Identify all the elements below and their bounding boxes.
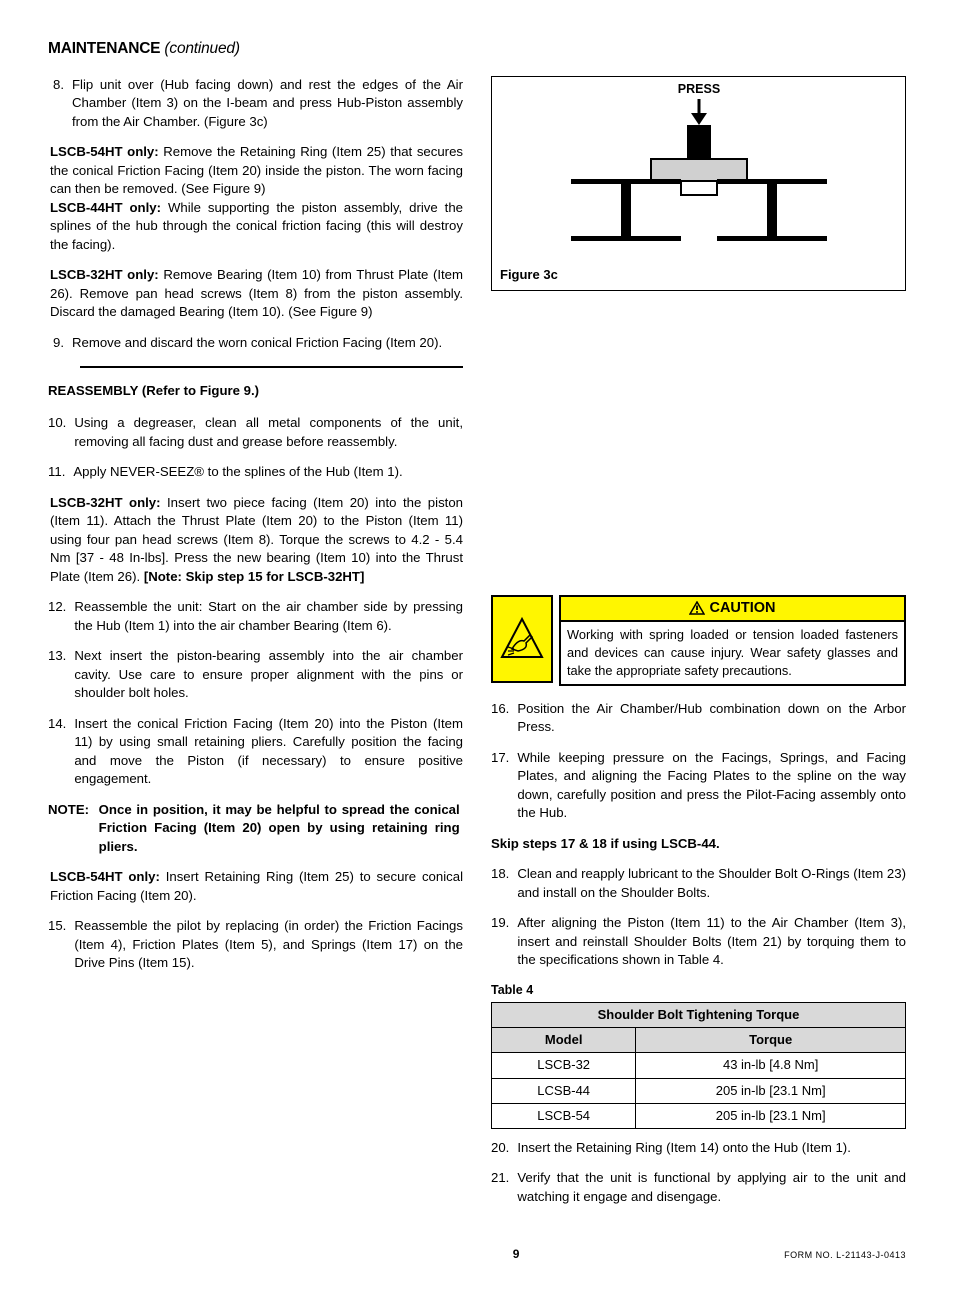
- step-17: 17. While keeping pressure on the Facing…: [491, 749, 906, 823]
- press-diagram: PRESS: [529, 77, 869, 257]
- table4-r1-torque: 205 in-lb [23.1 Nm]: [636, 1078, 906, 1103]
- step-11: 11. Apply NEVER-SEEZ® to the splines of …: [48, 463, 463, 481]
- step-13: 13. Next insert the piston-bearing assem…: [48, 647, 463, 702]
- table4-r1-model: LCSB-44: [492, 1078, 636, 1103]
- table4-r2-model: LSCB-54: [492, 1103, 636, 1128]
- table4: Shoulder Bolt Tightening Torque Model To…: [491, 1002, 906, 1129]
- page-title: MAINTENANCE (continued): [48, 38, 906, 60]
- step-8-body: Flip unit over (Hub facing down) and res…: [72, 76, 463, 131]
- caution-icon: [491, 595, 553, 683]
- step-18: 18. Clean and reapply lubricant to the S…: [491, 865, 906, 902]
- reassembly-ref: (Refer to Figure 9.): [138, 383, 259, 398]
- note-lscb54b-lead: LSCB-54HT only:: [50, 869, 160, 884]
- step-16: 16. Position the Air Chamber/Hub combina…: [491, 700, 906, 737]
- step-9: 9. Remove and discard the worn conical F…: [48, 334, 463, 352]
- skip-note: Skip steps 17 & 18 if using LSCB-44.: [491, 835, 906, 853]
- step-14-body: Insert the conical Friction Facing (Item…: [74, 715, 463, 789]
- step-11-body: Apply NEVER-SEEZ® to the splines of the …: [73, 463, 463, 481]
- step-15-body: Reassemble the pilot by replacing (in or…: [74, 917, 463, 972]
- right-column: PRESS: [491, 76, 906, 1219]
- step-21-body: Verify that the unit is functional by ap…: [517, 1169, 906, 1206]
- note-lscb54b: LSCB-54HT only: Insert Retaining Ring (I…: [48, 868, 463, 905]
- step-17-body: While keeping pressure on the Facings, S…: [517, 749, 906, 823]
- caution-text: CAUTION Working with spring loaded or te…: [559, 595, 906, 686]
- divider: [80, 366, 463, 368]
- figure-3c: PRESS: [491, 76, 906, 291]
- step-10: 10. Using a degreaser, clean all metal c…: [48, 414, 463, 451]
- step-10-body: Using a degreaser, clean all metal compo…: [74, 414, 463, 451]
- step-8: 8. Flip unit over (Hub facing down) and …: [48, 76, 463, 131]
- title-main: MAINTENANCE: [48, 40, 160, 57]
- left-column: 8. Flip unit over (Hub facing down) and …: [48, 76, 463, 1219]
- step-10-num: 10.: [48, 414, 74, 451]
- step-18-num: 18.: [491, 865, 517, 902]
- step-19: 19. After aligning the Piston (Item 11) …: [491, 914, 906, 969]
- note-lscb32b-lead: LSCB-32HT only:: [50, 495, 161, 510]
- step-11-num: 11.: [48, 463, 73, 481]
- figure-label: Figure 3c: [500, 266, 558, 284]
- table4-title: Shoulder Bolt Tightening Torque: [492, 1003, 906, 1028]
- step-20: 20. Insert the Retaining Ring (Item 14) …: [491, 1139, 906, 1157]
- step-20-body: Insert the Retaining Ring (Item 14) onto…: [517, 1139, 906, 1157]
- form-number: FORM NO. L-21143-J-0413: [784, 1249, 906, 1262]
- note-lscb54: LSCB-54HT only: Remove the Retaining Rin…: [48, 143, 463, 198]
- step-13-num: 13.: [48, 647, 74, 702]
- note-lscb44-lead: LSCB-44HT only:: [50, 200, 161, 215]
- step-8-num: 8.: [48, 76, 72, 131]
- table4-r2-torque: 205 in-lb [23.1 Nm]: [636, 1103, 906, 1128]
- note-lscb44: LSCB-44HT only: While supporting the pis…: [48, 199, 463, 254]
- footer: 9 FORM NO. L-21143-J-0413: [48, 1246, 906, 1263]
- table4-col-model: Model: [492, 1028, 636, 1053]
- step-9-body: Remove and discard the worn conical Fric…: [72, 334, 463, 352]
- note-block: NOTE: Once in position, it may be helpfu…: [48, 801, 463, 856]
- step-18-body: Clean and reapply lubricant to the Shoul…: [517, 865, 906, 902]
- step-15: 15. Reassemble the pilot by replacing (i…: [48, 917, 463, 972]
- caution-title-bar: CAUTION: [561, 597, 904, 622]
- step-16-num: 16.: [491, 700, 517, 737]
- step-17-num: 17.: [491, 749, 517, 823]
- step-15-num: 15.: [48, 917, 74, 972]
- note-lscb54-lead: LSCB-54HT only:: [50, 144, 159, 159]
- reassembly-heading: REASSEMBLY (Refer to Figure 9.): [48, 382, 463, 400]
- caution-body: Working with spring loaded or tension lo…: [561, 622, 904, 684]
- step-21: 21. Verify that the unit is functional b…: [491, 1169, 906, 1206]
- note-lscb32b: LSCB-32HT only: Insert two piece facing …: [48, 494, 463, 586]
- note-lscb32: LSCB-32HT only: Remove Bearing (Item 10)…: [48, 266, 463, 321]
- step-12-body: Reassemble the unit: Start on the air ch…: [74, 598, 463, 635]
- content-columns: 8. Flip unit over (Hub facing down) and …: [48, 76, 906, 1219]
- table4-r0-model: LSCB-32: [492, 1053, 636, 1078]
- step-19-num: 19.: [491, 914, 517, 969]
- table4-title-row: Shoulder Bolt Tightening Torque: [492, 1003, 906, 1028]
- table4-col-torque: Torque: [636, 1028, 906, 1053]
- caution-title: CAUTION: [709, 598, 775, 618]
- table4-r0-torque: 43 in-lb [4.8 Nm]: [636, 1053, 906, 1078]
- step-21-num: 21.: [491, 1169, 517, 1206]
- caution-box: CAUTION Working with spring loaded or te…: [491, 595, 906, 686]
- note-lscb32b-bold: [Note: Skip step 15 for LSCB-32HT]: [144, 569, 365, 584]
- page-number: 9: [513, 1246, 520, 1263]
- note-lscb32-lead: LSCB-32HT only:: [50, 267, 159, 282]
- press-label-svg: PRESS: [677, 82, 719, 96]
- step-12-num: 12.: [48, 598, 74, 635]
- table-row: LSCB-32 43 in-lb [4.8 Nm]: [492, 1053, 906, 1078]
- title-suffix: (continued): [160, 40, 239, 57]
- note-lead: NOTE:: [48, 801, 95, 819]
- table4-caption: Table 4: [491, 982, 906, 1000]
- warning-icon: [689, 601, 705, 615]
- step-14-num: 14.: [48, 715, 74, 789]
- table4-header-row: Model Torque: [492, 1028, 906, 1053]
- table-row: LCSB-44 205 in-lb [23.1 Nm]: [492, 1078, 906, 1103]
- step-14: 14. Insert the conical Friction Facing (…: [48, 715, 463, 789]
- step-13-body: Next insert the piston-bearing assembly …: [74, 647, 463, 702]
- table-row: LSCB-54 205 in-lb [23.1 Nm]: [492, 1103, 906, 1128]
- step-12: 12. Reassemble the unit: Start on the ai…: [48, 598, 463, 635]
- reassembly-lead: REASSEMBLY: [48, 383, 138, 398]
- note-body: Once in position, it may be helpful to s…: [99, 801, 460, 856]
- step-16-body: Position the Air Chamber/Hub combination…: [517, 700, 906, 737]
- step-19-body: After aligning the Piston (Item 11) to t…: [517, 914, 906, 969]
- step-20-num: 20.: [491, 1139, 517, 1157]
- step-9-num: 9.: [48, 334, 72, 352]
